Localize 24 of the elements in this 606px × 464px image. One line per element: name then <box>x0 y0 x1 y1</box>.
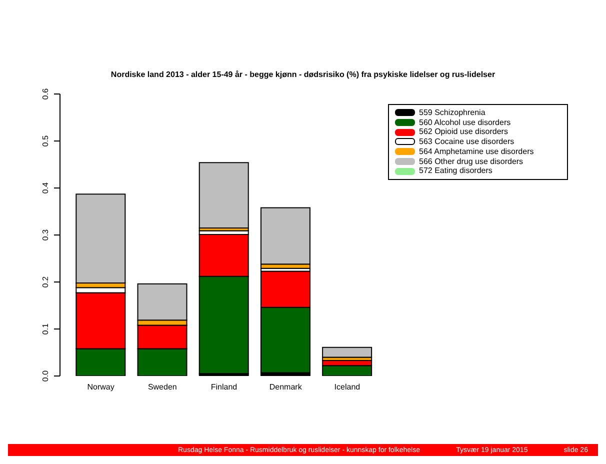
legend-label: 563 Cocaine use disorders <box>419 137 514 147</box>
x-tick-label: Finland <box>210 382 238 392</box>
bar <box>322 346 372 358</box>
bar <box>198 162 249 228</box>
legend-label: 566 Other drug use disorders <box>419 156 524 166</box>
y-tick-label: 0.0 <box>41 370 50 382</box>
bar <box>322 365 372 376</box>
chart-title: Nordiske land 2013 - alder 15-49 år - begge kjønn - dødsrisiko (%) fra psykiske lidelser og rus-lidelser <box>110 70 496 79</box>
legend-label: 562 Opioid use disorders <box>419 127 508 138</box>
x-tick-label: Sweden <box>148 382 177 392</box>
legend-label: 564 Amphetamine use disorders <box>419 146 534 157</box>
legend-label: 572 Eating disorders <box>419 166 492 176</box>
x-tick-label: Norway <box>87 382 114 392</box>
x-tick-label: Iceland <box>334 382 360 392</box>
y-tick-label: 0.4 <box>41 182 50 194</box>
legend-label: 559 Schizophrenia <box>419 108 486 118</box>
y-tick-label: 0.5 <box>41 134 50 147</box>
bar <box>260 207 310 265</box>
y-tick-label: 0.6 <box>41 88 50 100</box>
y-tick-label: 0.2 <box>41 276 50 288</box>
legend-label: 560 Alcohol use disorders <box>419 118 511 128</box>
y-tick-label: 0.3 <box>41 228 50 241</box>
x-tick-label: Denmark <box>269 382 303 392</box>
y-tick-label: 0.1 <box>41 322 50 335</box>
